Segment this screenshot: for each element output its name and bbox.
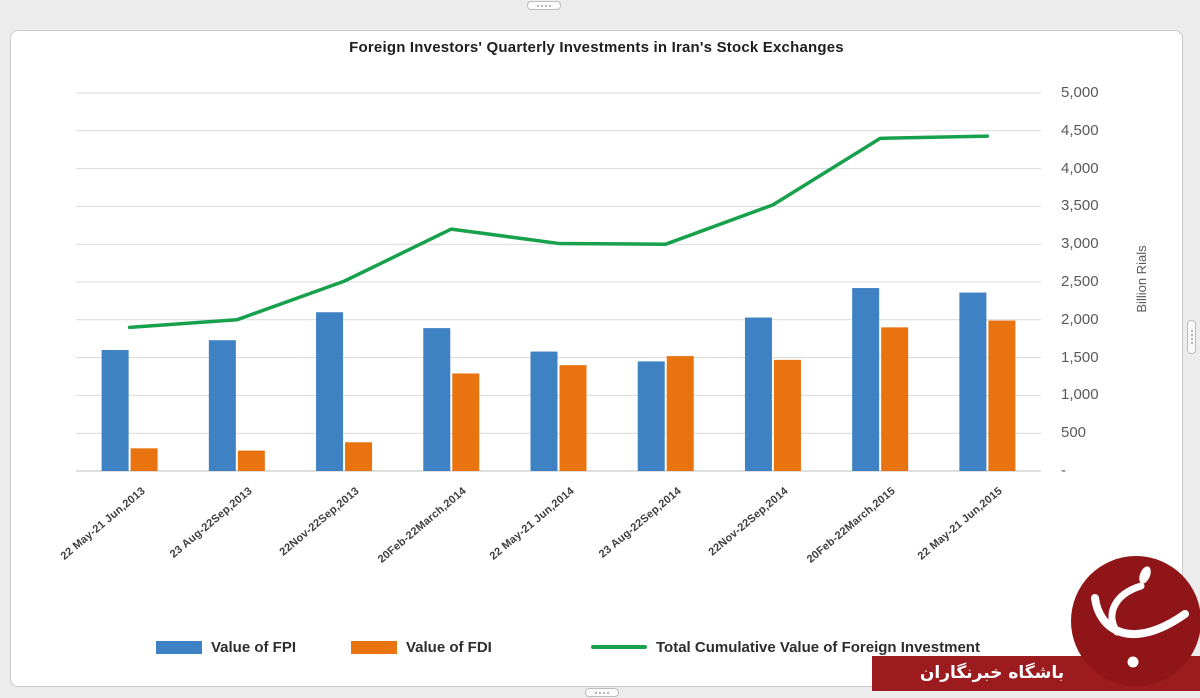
fdi-bar [237,450,265,471]
cumulative-legend-label: Total Cumulative Value of Foreign Invest… [656,638,980,656]
y-tick-label: 500 [1061,424,1087,442]
cumulative-line [127,134,990,330]
y-tick-label: 1,500 [1061,348,1099,366]
fdi-bar [452,373,480,471]
y-tick-label: 4,000 [1061,159,1099,177]
legend-item-fpi: Value of FPI [156,637,296,657]
fdi-bar [666,356,694,471]
y-tick-label: 5,000 [1061,84,1099,101]
legend-item-fdi: Value of FDI [351,637,492,657]
fdi-bar [345,442,373,471]
fdi-bar [773,359,801,471]
news-agency-banner-text: باشگاه خبرنگاران [919,663,1065,683]
fpi-bar [208,340,236,471]
jeem-calligraphy-icon [1071,556,1200,686]
fpi-bar [316,312,344,471]
fpi-bar [959,292,987,471]
cumulative-legend-swatch [591,645,647,649]
excel-chart-object[interactable]: Foreign Investors' Quarterly Investments… [10,30,1183,687]
resize-handle-top[interactable] [527,1,561,10]
news-agency-logo-icon [1071,556,1200,686]
fpi-legend-label: Value of FPI [211,638,297,656]
fpi-bar [530,351,558,471]
fdi-bar [559,365,587,471]
resize-handle-right[interactable] [1187,320,1196,354]
fdi-bar [130,448,158,471]
fdi-bar [881,327,909,471]
legend-item-cumulative: Total Cumulative Value of Foreign Invest… [591,637,980,657]
y-axis-title: Billion Rials [1134,245,1149,313]
fdi-bar [988,320,1016,471]
y-tick-label: 4,500 [1061,121,1099,139]
resize-handle-bottom[interactable] [585,688,619,697]
y-tick-label: 3,500 [1061,197,1099,215]
fdi-legend-swatch [351,640,397,654]
fpi-bar [744,317,772,471]
plot-area [76,92,1041,472]
fpi-legend-swatch [156,640,202,654]
fpi-bar [423,328,451,471]
y-tick-label: 3,000 [1061,235,1099,253]
y-tick-label: - [1061,462,1066,479]
fpi-bar [637,361,665,471]
y-tick-label: 2,000 [1061,310,1099,328]
chart-title: Foreign Investors' Quarterly Investments… [349,39,844,56]
fpi-bar [852,288,880,471]
y-tick-label: 2,500 [1061,273,1099,290]
fdi-legend-label: Value of FDI [406,638,492,656]
fpi-bar [101,350,129,471]
y-tick-label: 1,000 [1061,386,1099,404]
